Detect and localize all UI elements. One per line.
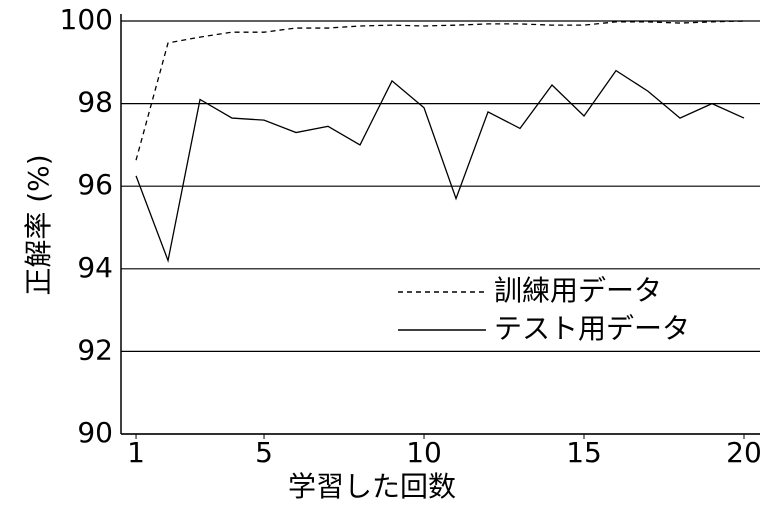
x-tick-label: 5 — [255, 436, 273, 469]
y-axis-label: 正解率 (%) — [22, 154, 55, 295]
y-tick-label: 92 — [77, 333, 113, 366]
legend-label: 訓練用データ — [494, 274, 662, 307]
y-tick-label: 94 — [77, 251, 113, 284]
x-axis-label: 学習した回数 — [288, 470, 456, 503]
x-tick-label: 10 — [406, 436, 442, 469]
x-tick-label: 15 — [566, 436, 602, 469]
y-tick-label: 98 — [77, 86, 113, 119]
y-tick-label: 90 — [77, 416, 113, 449]
data-line — [135, 20, 745, 161]
legend-label: テスト用データ — [494, 312, 690, 345]
x-tick-label: 20 — [726, 436, 762, 469]
x-tick-label: 1 — [127, 436, 145, 469]
data-line — [135, 69, 745, 263]
y-tick-label: 100 — [60, 3, 113, 36]
y-tick-label: 96 — [77, 168, 113, 201]
